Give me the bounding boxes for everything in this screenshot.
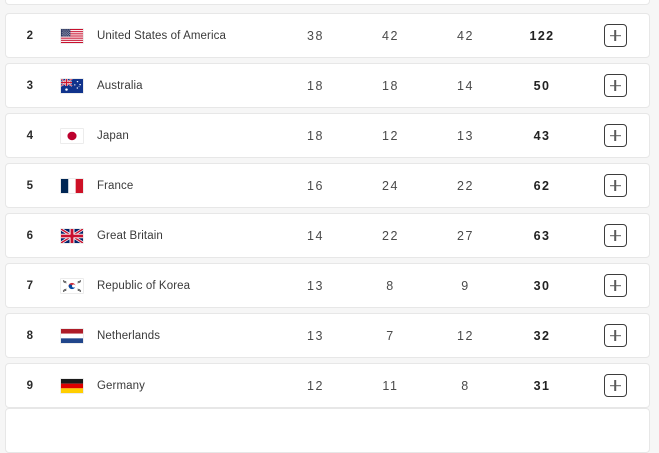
table-row[interactable]: 5 France 16 24 22 62 [5, 163, 650, 208]
action-cell [581, 274, 649, 297]
silver-count: 7 [386, 328, 395, 343]
gold-count: 12 [306, 378, 325, 393]
gold-count: 16 [306, 178, 325, 193]
table-row[interactable]: 9 Germany 12 11 8 31 [5, 363, 650, 408]
total-count: 32 [533, 328, 551, 343]
country-name: Japan [97, 129, 129, 142]
flag-netherlands-icon [60, 327, 84, 344]
gold-count: 14 [306, 228, 325, 243]
flag-cell [54, 177, 90, 194]
country-name: Great Britain [97, 229, 163, 242]
flag-australia-icon [60, 77, 84, 94]
rank-cell: 9 [26, 379, 34, 392]
bronze-count: 42 [456, 28, 475, 43]
bronze-count: 12 [456, 328, 475, 343]
total-count: 50 [533, 78, 551, 93]
rank-cell: 7 [26, 279, 34, 292]
gold-count: 13 [306, 328, 325, 343]
flag-cell [54, 227, 90, 244]
country-name: Australia [97, 79, 143, 92]
flag-france-icon [60, 177, 84, 194]
gold-count: 13 [306, 278, 325, 293]
total-count: 122 [529, 28, 555, 43]
table-row[interactable]: 4 Japan 18 12 13 43 [5, 113, 650, 158]
action-cell [581, 324, 649, 347]
country-name: United States of America [97, 29, 226, 42]
table-row[interactable]: 8 Netherlands 13 7 12 32 [5, 313, 650, 358]
action-cell [581, 24, 649, 47]
bronze-count: 8 [461, 378, 470, 393]
bronze-count: 27 [456, 228, 475, 243]
gold-count: 18 [306, 78, 325, 93]
bronze-count: 14 [456, 78, 475, 93]
silver-count: 22 [381, 228, 400, 243]
country-name: Republic of Korea [97, 279, 191, 292]
table-row-partial-above[interactable] [5, 0, 650, 5]
table-row[interactable]: 2 United States of America 38 42 42 122 [5, 13, 650, 58]
plus-icon[interactable] [603, 174, 627, 197]
flag-south-korea-icon [60, 277, 84, 294]
gold-count: 18 [306, 128, 325, 143]
rank-cell: 5 [26, 179, 34, 192]
rank-cell: 8 [26, 329, 34, 342]
flag-germany-icon [60, 377, 84, 394]
rank-cell: 6 [26, 229, 34, 242]
silver-count: 12 [381, 128, 400, 143]
flag-cell [54, 27, 90, 44]
total-count: 31 [533, 378, 551, 393]
silver-count: 11 [382, 378, 399, 393]
plus-icon[interactable] [603, 324, 627, 347]
total-count: 63 [533, 228, 551, 243]
action-cell [581, 374, 649, 397]
total-count: 62 [533, 178, 551, 193]
country-name: France [97, 179, 134, 192]
bronze-count: 9 [461, 278, 470, 293]
flag-usa-icon [60, 27, 84, 44]
flag-great-britain-icon [60, 227, 84, 244]
flag-cell [54, 127, 90, 144]
bronze-count: 13 [456, 128, 475, 143]
plus-icon[interactable] [603, 274, 627, 297]
plus-icon[interactable] [603, 124, 627, 147]
action-cell [581, 74, 649, 97]
gold-count: 38 [306, 28, 325, 43]
rank-cell: 4 [26, 129, 34, 142]
country-name: Netherlands [97, 329, 161, 342]
plus-icon[interactable] [603, 374, 627, 397]
total-count: 30 [533, 278, 551, 293]
country-name: Germany [97, 379, 145, 392]
medal-table: 2 United States of America 38 42 42 122 3 [0, 0, 659, 420]
plus-icon[interactable] [603, 224, 627, 247]
silver-count: 24 [381, 178, 400, 193]
table-row-partial-below[interactable] [5, 408, 650, 453]
flag-cell [54, 377, 90, 394]
silver-count: 18 [381, 78, 400, 93]
flag-japan-icon [60, 127, 84, 144]
silver-count: 8 [386, 278, 395, 293]
rank-cell: 3 [26, 79, 34, 92]
bronze-count: 22 [456, 178, 475, 193]
table-row[interactable]: 7 Republic of Korea 13 8 9 30 [5, 263, 650, 308]
flag-cell [54, 327, 90, 344]
silver-count: 42 [381, 28, 400, 43]
rank-cell: 2 [26, 29, 34, 42]
plus-icon[interactable] [603, 24, 627, 47]
flag-cell [54, 77, 90, 94]
action-cell [581, 224, 649, 247]
action-cell [581, 174, 649, 197]
table-row[interactable]: 3 Australia 18 18 14 50 [5, 63, 650, 108]
flag-cell [54, 277, 90, 294]
table-row[interactable]: 6 Great Britain 14 22 27 63 [5, 213, 650, 258]
total-count: 43 [533, 128, 551, 143]
plus-icon[interactable] [603, 74, 627, 97]
action-cell [581, 124, 649, 147]
